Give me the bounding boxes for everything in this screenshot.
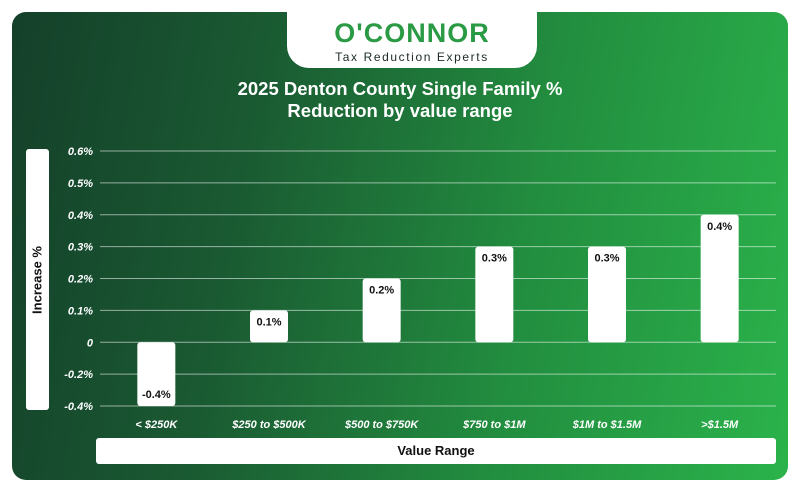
x-tick-label: $750 to $1M <box>462 419 526 431</box>
bar <box>475 246 514 343</box>
y-tick-label: 0.6% <box>68 146 93 158</box>
x-tick-label: $250 to $500K <box>231 419 306 431</box>
chart-title: 2025 Denton County Single Family % Reduc… <box>0 78 800 122</box>
chart-title-line-2: Reduction by value range <box>287 100 513 121</box>
x-tick-label: $500 to $750K <box>344 419 419 431</box>
bar <box>700 214 739 343</box>
x-tick-label: $1M to $1.5M <box>572 419 642 431</box>
logo: O'CONNOR Tax Reduction Experts <box>287 12 537 68</box>
data-label: 0.2% <box>369 285 394 297</box>
data-label: 0.1% <box>256 316 281 328</box>
y-tick-label: -0.2% <box>64 369 93 381</box>
bar <box>588 246 626 343</box>
data-label: 0.3% <box>594 253 619 265</box>
data-label: -0.4% <box>142 389 171 401</box>
chart-title-line-1: 2025 Denton County Single Family % <box>237 78 563 99</box>
bar <box>362 278 401 343</box>
y-tick-label: 0.2% <box>68 274 93 286</box>
y-tick-label: -0.4% <box>64 401 93 413</box>
y-tick-label: 0.1% <box>68 305 93 317</box>
data-label: 0.4% <box>707 221 732 233</box>
x-axis-label-box: Value Range <box>96 438 776 464</box>
y-axis-label-box <box>26 149 49 410</box>
bar <box>250 310 288 343</box>
x-tick-label: < $250K <box>135 419 178 431</box>
x-axis-label: Value Range <box>397 443 475 458</box>
x-tick-label: >$1.5M <box>701 419 739 431</box>
data-label: 0.3% <box>482 253 507 265</box>
bar <box>137 342 176 406</box>
y-tick-label: 0.3% <box>68 242 93 254</box>
logo-wordmark: O'CONNOR <box>334 18 490 48</box>
logo-tagline: Tax Reduction Experts <box>335 50 489 64</box>
y-tick-label: 0 <box>87 337 94 349</box>
y-tick-label: 0.5% <box>68 178 93 190</box>
y-tick-label: 0.4% <box>68 210 93 222</box>
